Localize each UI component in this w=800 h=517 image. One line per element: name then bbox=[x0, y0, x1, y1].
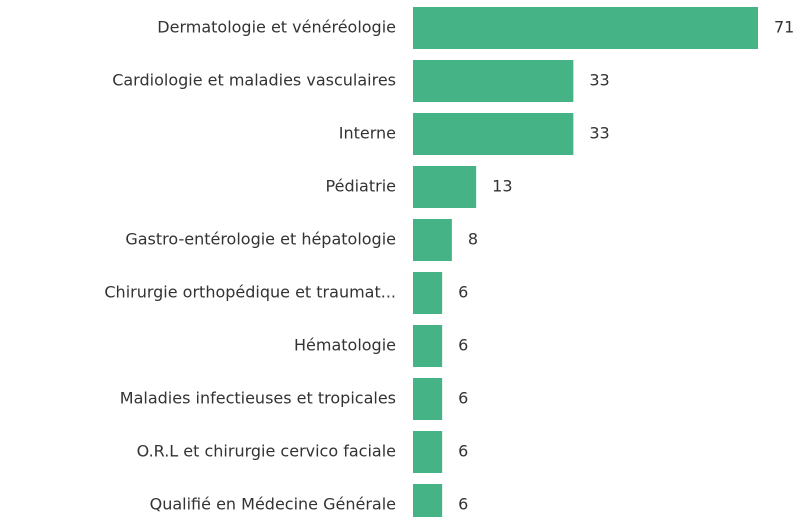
category-label: Maladies infectieuses et tropicales bbox=[120, 389, 396, 408]
bar bbox=[413, 7, 758, 49]
value-label: 33 bbox=[589, 71, 609, 90]
value-label: 33 bbox=[589, 124, 609, 143]
category-label: Cardiologie et maladies vasculaires bbox=[112, 71, 396, 90]
bar bbox=[413, 484, 443, 517]
value-label: 6 bbox=[458, 495, 468, 514]
bar bbox=[413, 166, 477, 208]
category-label: Interne bbox=[339, 124, 396, 143]
value-label: 13 bbox=[492, 177, 512, 196]
value-label: 71 bbox=[774, 18, 794, 37]
bar bbox=[413, 219, 452, 261]
category-label: Qualifié en Médecine Générale bbox=[150, 495, 396, 514]
category-label: Dermatologie et vénéréologie bbox=[157, 18, 396, 37]
category-label: Hématologie bbox=[294, 336, 396, 355]
value-label: 6 bbox=[458, 442, 468, 461]
bar bbox=[413, 378, 443, 420]
value-label: 6 bbox=[458, 336, 468, 355]
bar bbox=[413, 60, 574, 102]
category-label: O.R.L et chirurgie cervico faciale bbox=[137, 442, 396, 461]
value-label: 8 bbox=[468, 230, 478, 249]
bar bbox=[413, 325, 443, 367]
bar bbox=[413, 272, 443, 314]
bar bbox=[413, 113, 574, 155]
value-label: 6 bbox=[458, 283, 468, 302]
value-label: 6 bbox=[458, 389, 468, 408]
bar bbox=[413, 431, 443, 473]
category-label: Chirurgie orthopédique et traumat... bbox=[104, 283, 396, 302]
category-label: Gastro-entérologie et hépatologie bbox=[125, 230, 396, 249]
category-label: Pédiatrie bbox=[326, 177, 396, 196]
